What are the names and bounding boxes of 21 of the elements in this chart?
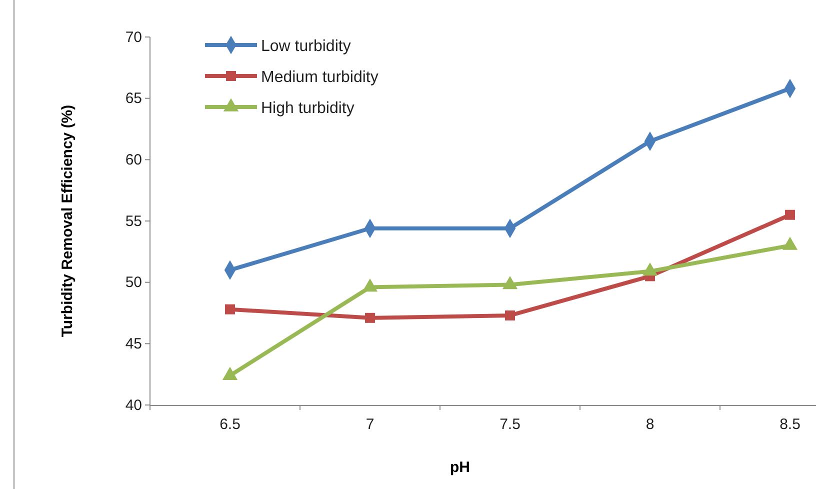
legend-label: Medium turbidity <box>261 69 378 86</box>
point <box>365 312 375 323</box>
x-tick-label: 8.5 <box>780 416 800 433</box>
y-tick-label: 70 <box>125 28 142 46</box>
legend-label: Low turbidity <box>261 38 351 55</box>
point <box>225 304 235 314</box>
y-tick-label: 50 <box>125 274 142 292</box>
point <box>505 310 515 320</box>
x-axis-title: pH <box>450 459 470 476</box>
x-tick-label: 8 <box>646 416 654 433</box>
legend-label: High turbidity <box>261 100 354 117</box>
x-tick-label: 7.5 <box>500 416 520 433</box>
y-tick-label: 60 <box>125 151 142 168</box>
y-tick-label: 40 <box>125 396 142 414</box>
y-axis-title: Turbidity Removal Efficiency (%) <box>59 104 76 338</box>
y-tick-label: 45 <box>125 335 142 352</box>
point <box>785 210 795 220</box>
x-tick-label: 6.5 <box>220 416 240 433</box>
x-tick-label: 7 <box>366 416 374 433</box>
y-tick-label: 65 <box>125 90 142 108</box>
y-tick-label: 55 <box>125 212 142 230</box>
